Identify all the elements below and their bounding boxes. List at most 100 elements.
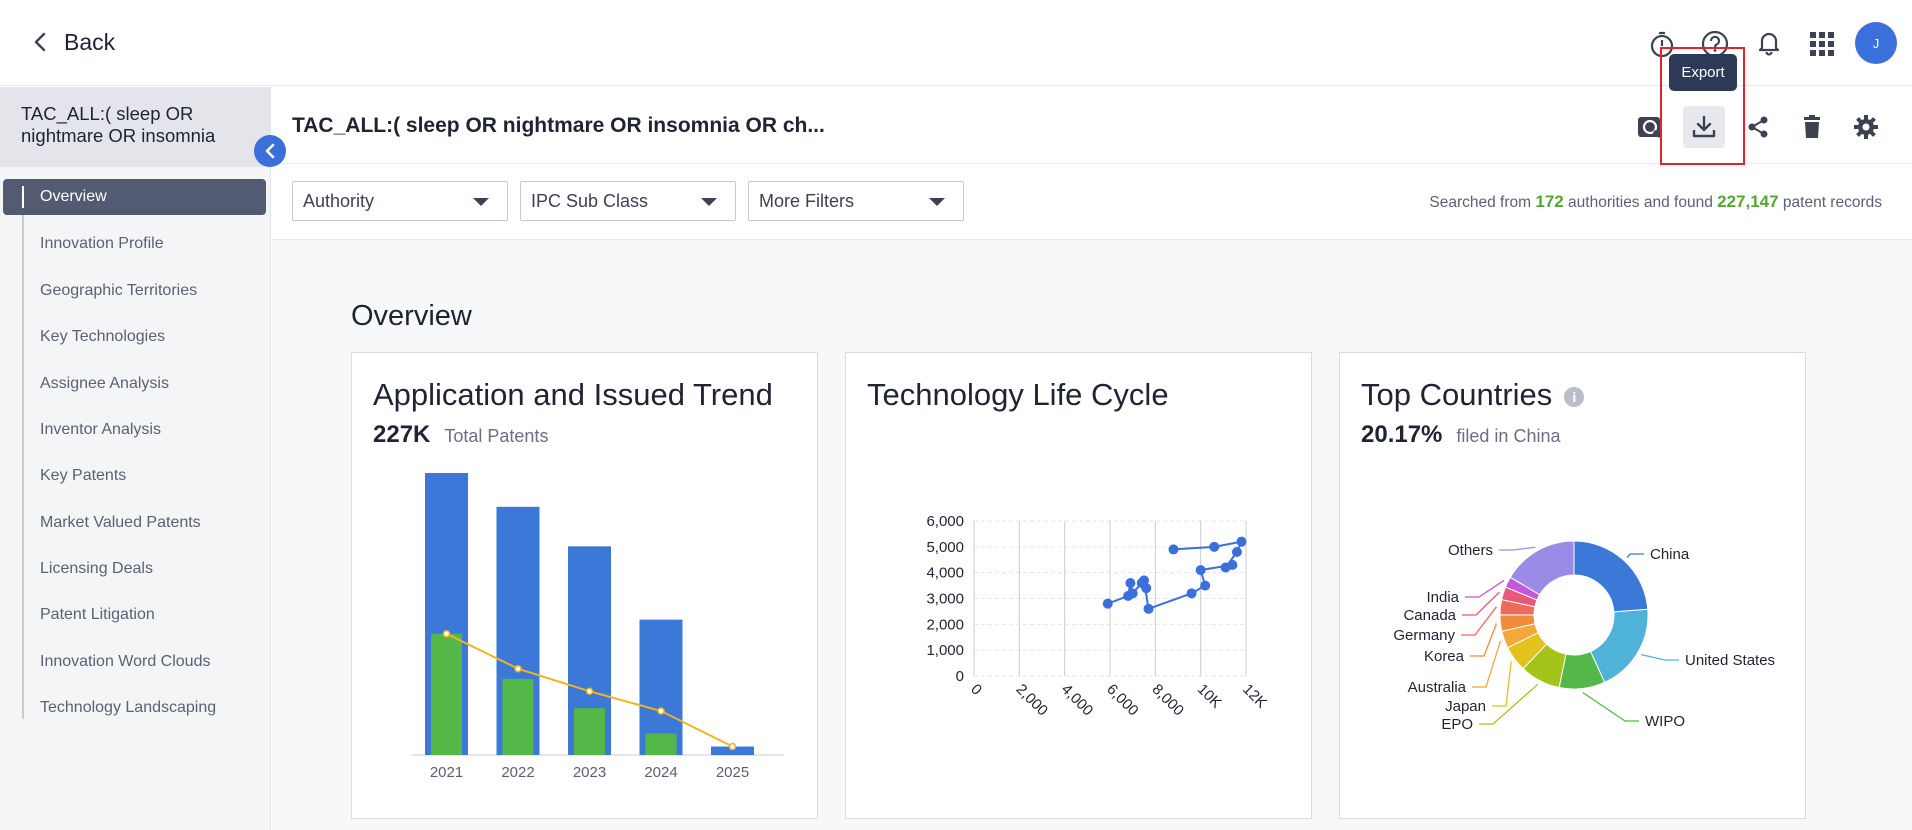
y-tick-label: 6,000	[926, 513, 964, 530]
filter-divider	[272, 239, 1912, 240]
apps-grid-icon[interactable]	[1802, 24, 1842, 64]
sidebar-item-innovation-profile[interactable]: Innovation Profile	[3, 226, 266, 262]
lifecycle-point	[1144, 604, 1154, 614]
ipc-filter-label: IPC Sub Class	[531, 191, 648, 212]
trend-point	[658, 708, 664, 714]
sidebar-item-market-valued-patents[interactable]: Market Valued Patents	[3, 505, 266, 541]
y-tick-label: 5,000	[926, 539, 964, 556]
sidebar-item-key-patents[interactable]: Key Patents	[3, 458, 266, 494]
authority-filter-label: Authority	[303, 191, 374, 212]
header-divider	[272, 163, 1912, 164]
trend-point	[587, 688, 593, 694]
y-tick-label: 4,000	[926, 565, 964, 582]
caret-down-icon	[473, 198, 489, 206]
leader-line	[1499, 547, 1535, 550]
lifecycle-point	[1103, 599, 1113, 609]
x-tick-label: 2,000	[1013, 681, 1052, 720]
y-tick-label: 1,000	[926, 642, 964, 659]
chevron-left-icon	[263, 142, 277, 160]
sidebar-item-licensing-deals[interactable]: Licensing Deals	[3, 551, 266, 587]
x-tick-label: 8,000	[1149, 681, 1188, 720]
x-tick-label: 2023	[573, 764, 606, 781]
countries-card: Top Countriesi 20.17%filed in China Chin…	[1339, 352, 1806, 819]
x-tick-label: 10K	[1194, 681, 1225, 712]
summary-suffix: patent records	[1783, 194, 1882, 211]
search-summary: Searched from 172 authorities and found …	[1429, 192, 1882, 212]
lifecycle-point	[1168, 544, 1178, 554]
top-bar: Back J	[0, 0, 1912, 86]
leader-line	[1583, 693, 1639, 721]
trend-point	[444, 631, 450, 637]
delete-icon	[1799, 114, 1825, 140]
lifecycle-point	[1236, 537, 1246, 547]
summary-prefix: Searched from	[1429, 194, 1531, 211]
x-tick-label: 12K	[1239, 681, 1270, 712]
export-tooltip: Export	[1669, 54, 1737, 91]
slice-label: EPO	[1441, 716, 1473, 733]
share-button[interactable]	[1737, 106, 1779, 148]
records-count: 227,147	[1717, 192, 1778, 211]
authority-filter[interactable]: Authority	[292, 181, 508, 221]
summary-mid: authorities and found	[1568, 194, 1713, 211]
search-analysis-button[interactable]	[1629, 106, 1671, 148]
slice-china	[1574, 541, 1648, 612]
lifecycle-chart: 01,0002,0003,0004,0005,0006,00002,0004,0…	[846, 353, 1313, 820]
collapse-sidebar-button[interactable]	[254, 135, 286, 167]
trend-card: Application and Issued Trend 227KTotal P…	[351, 352, 818, 819]
bell-icon[interactable]	[1749, 22, 1789, 62]
caret-down-icon	[929, 198, 945, 206]
settings-icon	[1853, 114, 1879, 140]
more-filters-button[interactable]: More Filters	[748, 181, 964, 221]
sidebar-item-key-technologies[interactable]: Key Technologies	[3, 319, 266, 355]
leader-line	[1641, 655, 1679, 660]
sidebar-item-geographic-territories[interactable]: Geographic Territories	[3, 273, 266, 309]
export-icon	[1690, 113, 1718, 141]
lifecycle-card: Technology Life Cycle 01,0002,0003,0004,…	[845, 352, 1312, 819]
slice-label: Japan	[1445, 698, 1486, 715]
x-tick-label: 2024	[644, 764, 677, 781]
trend-point	[515, 666, 521, 672]
ipc-sub-class-filter[interactable]: IPC Sub Class	[520, 181, 736, 221]
sidebar-item-overview[interactable]: Overview	[3, 179, 266, 215]
share-icon	[1745, 114, 1771, 140]
back-button[interactable]: Back	[30, 26, 115, 58]
avatar[interactable]: J	[1855, 22, 1897, 64]
trend-point	[730, 744, 736, 750]
lifecycle-point	[1125, 578, 1135, 588]
bar-issued	[646, 734, 677, 755]
back-label: Back	[64, 29, 115, 56]
x-tick-label: 2022	[501, 764, 534, 781]
sidebar-search-title: TAC_ALL:( sleep OR nightmare OR insomnia	[0, 87, 271, 167]
caret-down-icon	[701, 198, 717, 206]
overview-heading: Overview	[351, 300, 472, 333]
leader-line	[1492, 661, 1511, 706]
sidebar-item-patent-litigation[interactable]: Patent Litigation	[3, 597, 266, 633]
bar-issued	[431, 634, 462, 755]
lifecycle-point	[1196, 565, 1206, 575]
sidebar-item-technology-landscaping[interactable]: Technology Landscaping	[3, 690, 266, 726]
export-button[interactable]	[1683, 106, 1725, 148]
lifecycle-point	[1200, 581, 1210, 591]
slice-label: United States	[1685, 652, 1775, 669]
search-analysis-icon	[1636, 113, 1664, 141]
settings-button[interactable]	[1845, 106, 1887, 148]
slice-label: WIPO	[1645, 713, 1685, 730]
slice-label: India	[1426, 589, 1459, 606]
delete-button[interactable]	[1791, 106, 1833, 148]
x-tick-label: 6,000	[1103, 681, 1142, 720]
lifecycle-point	[1187, 588, 1197, 598]
trend-chart: 20212022202320242025	[352, 353, 819, 820]
leader-line	[1465, 580, 1504, 597]
lifecycle-point	[1221, 563, 1231, 573]
more-filters-label: More Filters	[759, 191, 854, 212]
sidebar-item-inventor-analysis[interactable]: Inventor Analysis	[3, 412, 266, 448]
bar-issued	[574, 708, 605, 755]
chevron-left-icon	[30, 26, 50, 58]
slice-label: Others	[1448, 542, 1493, 559]
x-tick-label: 0	[967, 681, 985, 699]
x-tick-label: 2021	[430, 764, 463, 781]
sidebar-item-innovation-word-clouds[interactable]: Innovation Word Clouds	[3, 644, 266, 680]
lifecycle-point	[1139, 575, 1149, 585]
sidebar-item-assignee-analysis[interactable]: Assignee Analysis	[3, 366, 266, 402]
slice-label: Germany	[1393, 627, 1455, 644]
